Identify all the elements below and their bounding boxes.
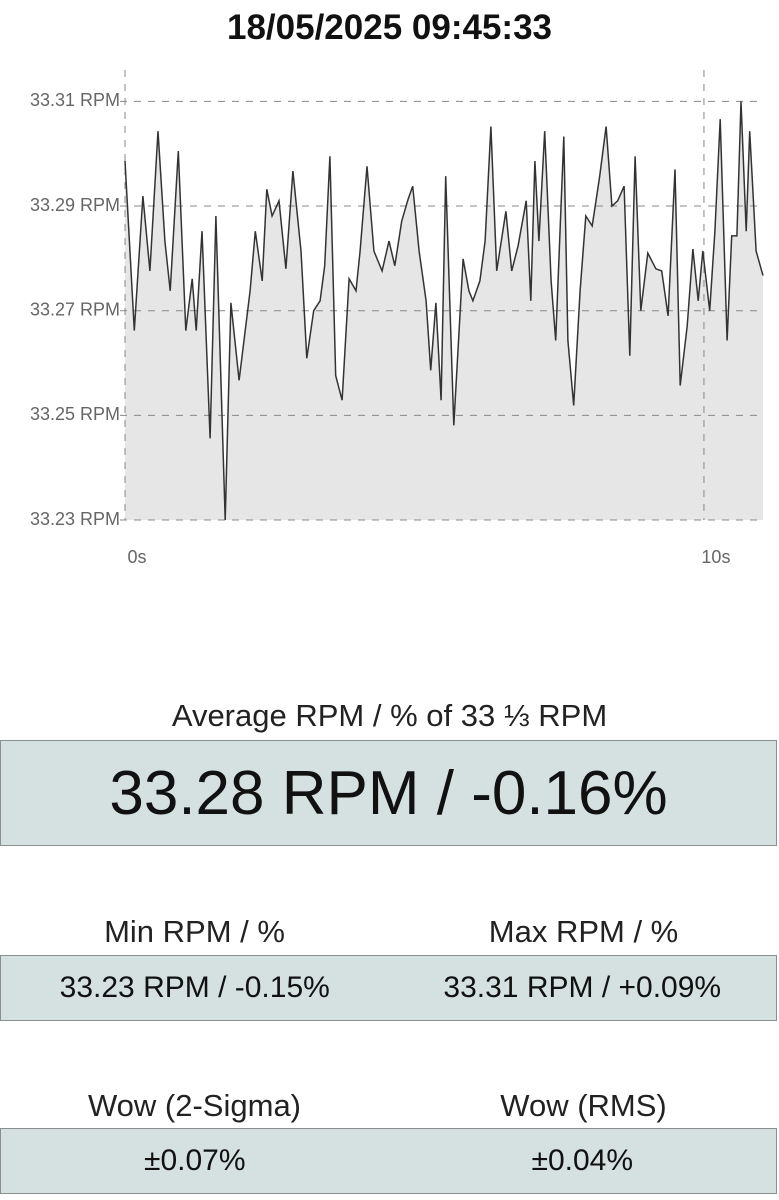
x-tick-label: 10s xyxy=(701,547,730,567)
y-tick-label: 33.25 RPM xyxy=(30,404,120,424)
min-label: Min RPM / % xyxy=(104,914,285,949)
x-tick-label: 0s xyxy=(127,547,146,567)
average-box: 33.28 RPM / -0.16% xyxy=(0,740,777,846)
minmax-box: 33.23 RPM / -0.15% 33.31 RPM / +0.09% xyxy=(0,955,777,1021)
wow-box: ±0.07% ±0.04% xyxy=(0,1128,777,1194)
wow-2sigma-label: Wow (2-Sigma) xyxy=(87,1088,302,1123)
max-label: Max RPM / % xyxy=(488,914,679,949)
average-label: Average RPM / % of 33 ⅓ RPM xyxy=(171,698,608,733)
wow-rms-label: Wow (RMS) xyxy=(500,1088,667,1123)
average-value: 33.28 RPM / -0.16% xyxy=(109,758,668,828)
y-tick-label: 33.27 RPM xyxy=(30,299,120,319)
min-value: 33.23 RPM / -0.15% xyxy=(59,971,330,1004)
timestamp-title: 18/05/2025 09:45:33 xyxy=(227,8,552,47)
wow-rms-value: ±0.04% xyxy=(531,1144,634,1177)
y-tick-label: 33.29 RPM xyxy=(30,195,120,215)
wow-2sigma-value: ±0.07% xyxy=(143,1144,246,1177)
y-tick-label: 33.23 RPM xyxy=(30,509,120,529)
rpm-chart: 33.23 RPM 33.25 RPM 33.27 RPM 33.29 RPM 33.3… xyxy=(30,70,764,567)
y-tick-label: 33.31 RPM xyxy=(30,90,120,110)
rpm-line xyxy=(124,101,764,521)
max-value: 33.31 RPM / +0.09% xyxy=(443,971,722,1004)
